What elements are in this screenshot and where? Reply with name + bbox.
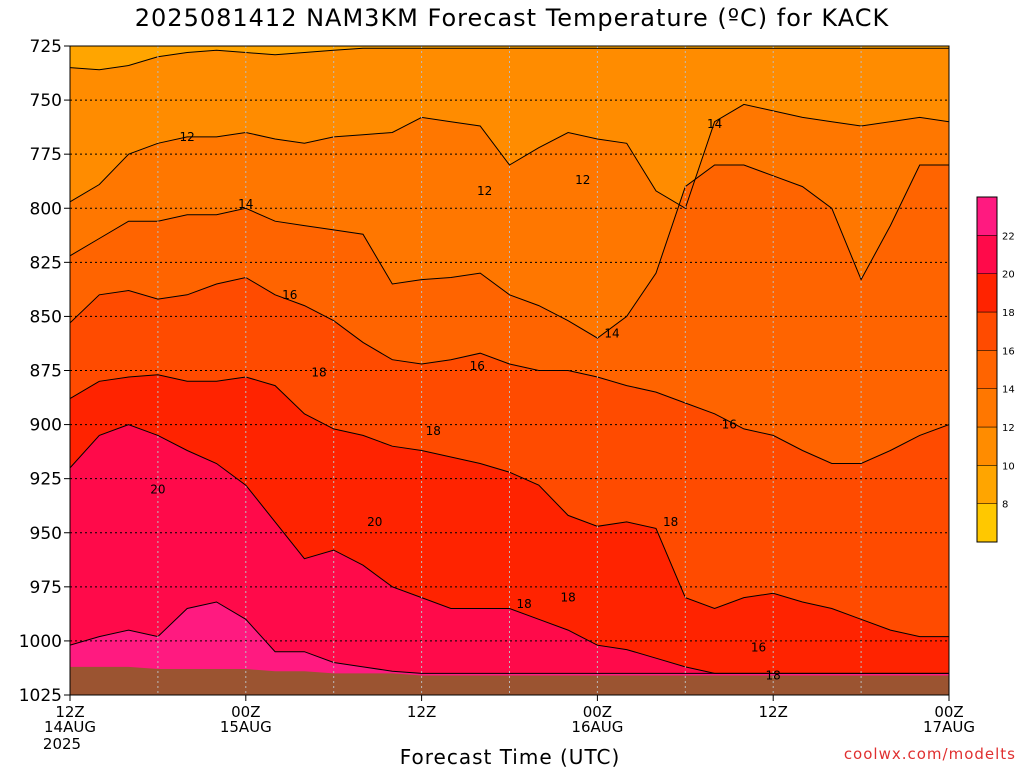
- y-tick-label: 1025: [19, 686, 62, 706]
- colorbar-swatch: [976, 503, 998, 543]
- contour-label: 16: [282, 288, 297, 302]
- chart-title: 2025081412 NAM3KM Forecast Temperature (…: [134, 4, 890, 32]
- contour-label: 18: [311, 366, 326, 380]
- contour-label: 18: [426, 424, 441, 438]
- x-axis-title: Forecast Time (UTC): [399, 745, 621, 769]
- y-tick-label: 800: [30, 199, 62, 219]
- y-tick-label: 1000: [19, 632, 62, 652]
- isotherm-16: [70, 276, 949, 464]
- x-tick-label: 00Z: [934, 703, 963, 721]
- colorbar-label: 18: [1002, 308, 1015, 319]
- contour-label: 12: [575, 173, 590, 187]
- colorbar-label: 8: [1002, 500, 1008, 511]
- x-tick-date: 16AUG: [571, 718, 623, 736]
- credit-link[interactable]: coolwx.com/modelts: [843, 745, 1016, 763]
- y-tick-label: 850: [30, 307, 62, 327]
- contour-label: 14: [604, 327, 619, 341]
- y-tick-label: 950: [30, 524, 62, 544]
- contour-label: 14: [707, 117, 722, 131]
- y-tick-label: 875: [30, 362, 62, 382]
- contour-label: 16: [470, 359, 485, 373]
- x-tick-date: 15AUG: [220, 718, 272, 736]
- isotherm-10: [70, 47, 949, 71]
- y-tick-label: 825: [30, 253, 62, 273]
- y-tick-label: 900: [30, 416, 62, 436]
- y-tick-label: 750: [30, 91, 62, 111]
- contour-label: 12: [180, 130, 195, 144]
- colorbar-border: [976, 196, 998, 543]
- x-tick-label: 00Z: [231, 703, 260, 721]
- colorbar-swatch: [976, 465, 998, 504]
- contour-label: 18: [517, 597, 532, 611]
- y-axis-ticks: 725 750 775 800 825 850 875 900 925 950 975 1000 102…: [19, 37, 70, 706]
- contour-labels: 12 12 12 14 14 14 16 16 16 16 18 18 18 18 18 18 20 20: [150, 117, 781, 683]
- contour-label: 20: [150, 482, 165, 496]
- contour-label: 16: [722, 418, 737, 432]
- colorbar-swatch: [976, 350, 998, 389]
- y-tick-label: 775: [30, 145, 62, 165]
- y-tick-label: 975: [30, 578, 62, 598]
- colorbar-label: 12: [1002, 423, 1015, 434]
- ground-fill: [70, 666, 949, 695]
- colorbar-label: 22: [1002, 231, 1015, 242]
- colorbar-label: 16: [1002, 346, 1015, 357]
- contour-label: 18: [560, 591, 575, 605]
- y-tick-label: 725: [30, 37, 62, 57]
- colorbar-swatch: [976, 196, 998, 236]
- x-tick-label: 12Z: [407, 703, 436, 721]
- x-tick-label: 12Z: [759, 703, 788, 721]
- colorbar: 8 10 12 14 16 18 20 22: [976, 196, 1015, 543]
- colorbar-label: 10: [1002, 461, 1015, 472]
- colorbar-label: 20: [1002, 270, 1015, 281]
- contour-label: 20: [367, 515, 382, 529]
- isotherm-14: [70, 164, 949, 339]
- colorbar-swatch: [976, 426, 998, 466]
- x-tick-label: 12Z: [55, 703, 84, 721]
- x-tick-year: 2025: [43, 735, 81, 753]
- isotherm-22: [70, 601, 949, 674]
- x-tick-label: 00Z: [583, 703, 612, 721]
- band-20: [70, 424, 949, 695]
- colorbar-swatch: [976, 273, 998, 313]
- colorbar-label: 14: [1002, 385, 1015, 396]
- ground-layer: [70, 666, 949, 695]
- contour-label: 16: [751, 640, 766, 654]
- contour-label: 18: [663, 515, 678, 529]
- isotherm-12: [70, 103, 949, 210]
- colorbar-swatch: [976, 388, 998, 428]
- contour-label: 14: [238, 197, 253, 211]
- y-tick-label: 925: [30, 470, 62, 490]
- colorbar-swatch: [976, 235, 998, 274]
- contour-label: 18: [766, 669, 781, 683]
- x-tick-date: 14AUG: [44, 718, 96, 736]
- contour-label: 12: [477, 184, 492, 198]
- colorbar-swatch: [976, 311, 998, 351]
- x-tick-date: 17AUG: [923, 718, 975, 736]
